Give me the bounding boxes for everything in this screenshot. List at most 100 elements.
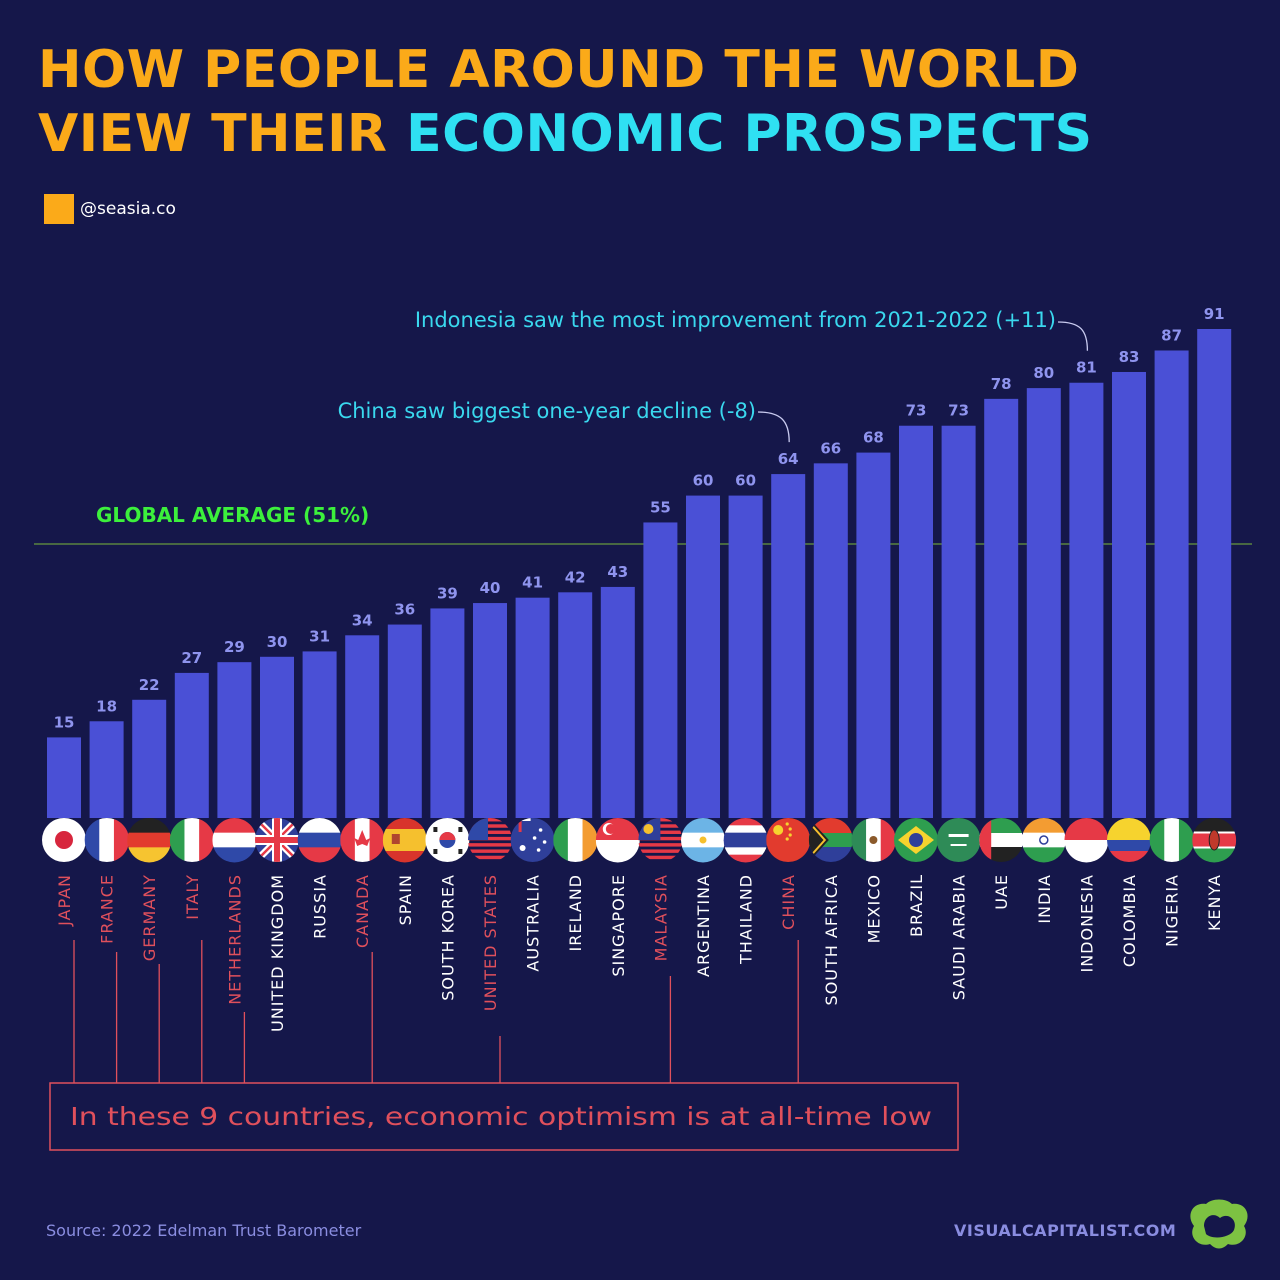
value-label-united-states: 40 [480,579,501,597]
value-label-indonesia: 81 [1076,359,1097,377]
category-label-uae: UAE [992,874,1011,910]
value-label-thailand: 60 [735,472,756,490]
value-label-kenya: 91 [1204,305,1225,323]
bar-russia [302,651,337,818]
flag-singapore-icon [595,818,640,863]
flag-colombia-icon [1107,818,1151,862]
visual-capitalist-logo-icon [1190,1199,1248,1249]
flag-nigeria-icon [1149,818,1195,862]
title-line-2: VIEW THEIR ECONOMIC PROSPECTS [38,102,1093,166]
bar-singapore [600,586,635,818]
value-label-india: 80 [1033,364,1054,382]
value-label-brazil: 73 [906,402,927,420]
bar-germany [132,699,167,818]
category-label-united-states: UNITED STATES [481,874,500,1011]
site-link[interactable]: VISUALCAPITALIST.COM [954,1221,1177,1240]
bar-brazil [899,425,933,818]
annotation-leader-china [757,411,790,443]
flag-italy-icon [169,818,215,862]
category-label-south-africa: SOUTH AFRICA [822,874,841,1005]
value-label-mexico: 68 [863,429,884,447]
bar-italy [174,672,209,818]
flag-argentina-icon [681,818,725,863]
value-labels: 15 18 22 27 29 30 31 34 36 39 40 41 42 43 55 60 60 64 66 68… [54,305,1225,731]
flag-france-icon [84,818,130,862]
flag-japan-icon [42,818,86,862]
bar-spain [387,624,422,818]
category-label-indonesia: INDONESIA [1077,874,1096,973]
value-label-spain: 36 [394,601,415,619]
bar-australia [515,597,550,818]
category-label-india: INDIA [1035,874,1054,924]
flag-australia-icon [510,818,555,862]
category-label-malaysia: MALAYSIA [651,874,670,961]
bar-south-africa [813,463,848,818]
value-label-nigeria: 87 [1161,326,1182,344]
brand-logo-icon [44,194,74,224]
bar-france [89,721,124,818]
value-label-south-korea: 39 [437,584,458,602]
bar-nigeria [1154,350,1189,818]
flag-mexico-icon [851,818,896,862]
all-time-low-connectors [73,940,799,1083]
value-label-china: 64 [778,450,799,468]
value-label-saudi-arabia: 73 [948,402,969,420]
flag-netherlands-icon [212,818,257,863]
flag-germany-icon [127,818,172,863]
bar-united-states [473,603,507,818]
flag-ireland-icon [553,818,598,862]
category-label-netherlands: NETHERLANDS [225,874,244,1005]
flag-kenya-icon [1192,818,1237,863]
flag-united-states-icon [468,818,512,860]
flag-saudi-arabia-icon [936,818,981,862]
category-labels: JAPAN FRANCE GERMANY ITALY NETHERLANDS UNITED… [55,874,1224,1032]
annotation-china: China saw biggest one-year decline (-8) [338,399,756,423]
category-label-japan: JAPAN [55,874,74,927]
value-label-japan: 15 [54,713,75,731]
bar-canada [345,635,380,818]
flag-thailand-icon [723,818,768,863]
value-label-argentina: 60 [693,472,714,490]
bar-kenya [1197,329,1232,818]
bar-india [1026,388,1061,818]
value-label-canada: 34 [352,611,373,629]
source-note: Source: 2022 Edelman Trust Barometer [46,1221,362,1240]
title-line-2-part-2: ECONOMIC PROSPECTS [406,104,1093,164]
value-label-germany: 22 [139,676,160,694]
value-label-south-africa: 66 [820,439,841,457]
category-label-brazil: BRAZIL [907,874,926,937]
category-label-singapore: SINGAPORE [609,874,628,977]
bar-colombia [1112,371,1146,818]
category-label-australia: AUSTRALIA [524,874,543,972]
category-label-mexico: MEXICO [864,874,883,943]
category-label-germany: GERMANY [140,874,159,961]
bar-argentina [686,495,720,818]
value-label-malaysia: 55 [650,498,671,516]
value-label-italy: 27 [181,649,202,667]
flag-spain-icon [382,818,427,863]
category-label-spain: SPAIN [396,874,415,925]
all-time-low-callout-text: In these 9 countries, economic optimism … [70,1102,932,1131]
bar-netherlands [217,662,252,818]
value-label-netherlands: 29 [224,638,245,656]
value-label-russia: 31 [309,627,330,645]
brand: @seasia.co [44,194,176,224]
bar-saudi-arabia [941,425,976,818]
flags [42,818,1237,863]
title-line-1: HOW PEOPLE AROUND THE WORLD [38,40,1080,100]
bar-thailand [728,495,763,818]
bar-ireland [558,592,593,818]
bar-japan [47,737,81,818]
flag-south-korea-icon [425,818,470,862]
global-average-label: GLOBAL AVERAGE (51%) [96,503,369,527]
brand-handle: @seasia.co [80,199,176,219]
category-label-china: CHINA [779,874,798,930]
value-label-ireland: 42 [565,568,586,586]
annotation-leader-indonesia [1057,321,1089,351]
value-label-france: 18 [96,697,117,715]
flag-indonesia-icon [1064,818,1109,863]
category-label-thailand: THAILAND [737,874,756,965]
bars [47,329,1232,818]
bar-uae [984,398,1019,818]
